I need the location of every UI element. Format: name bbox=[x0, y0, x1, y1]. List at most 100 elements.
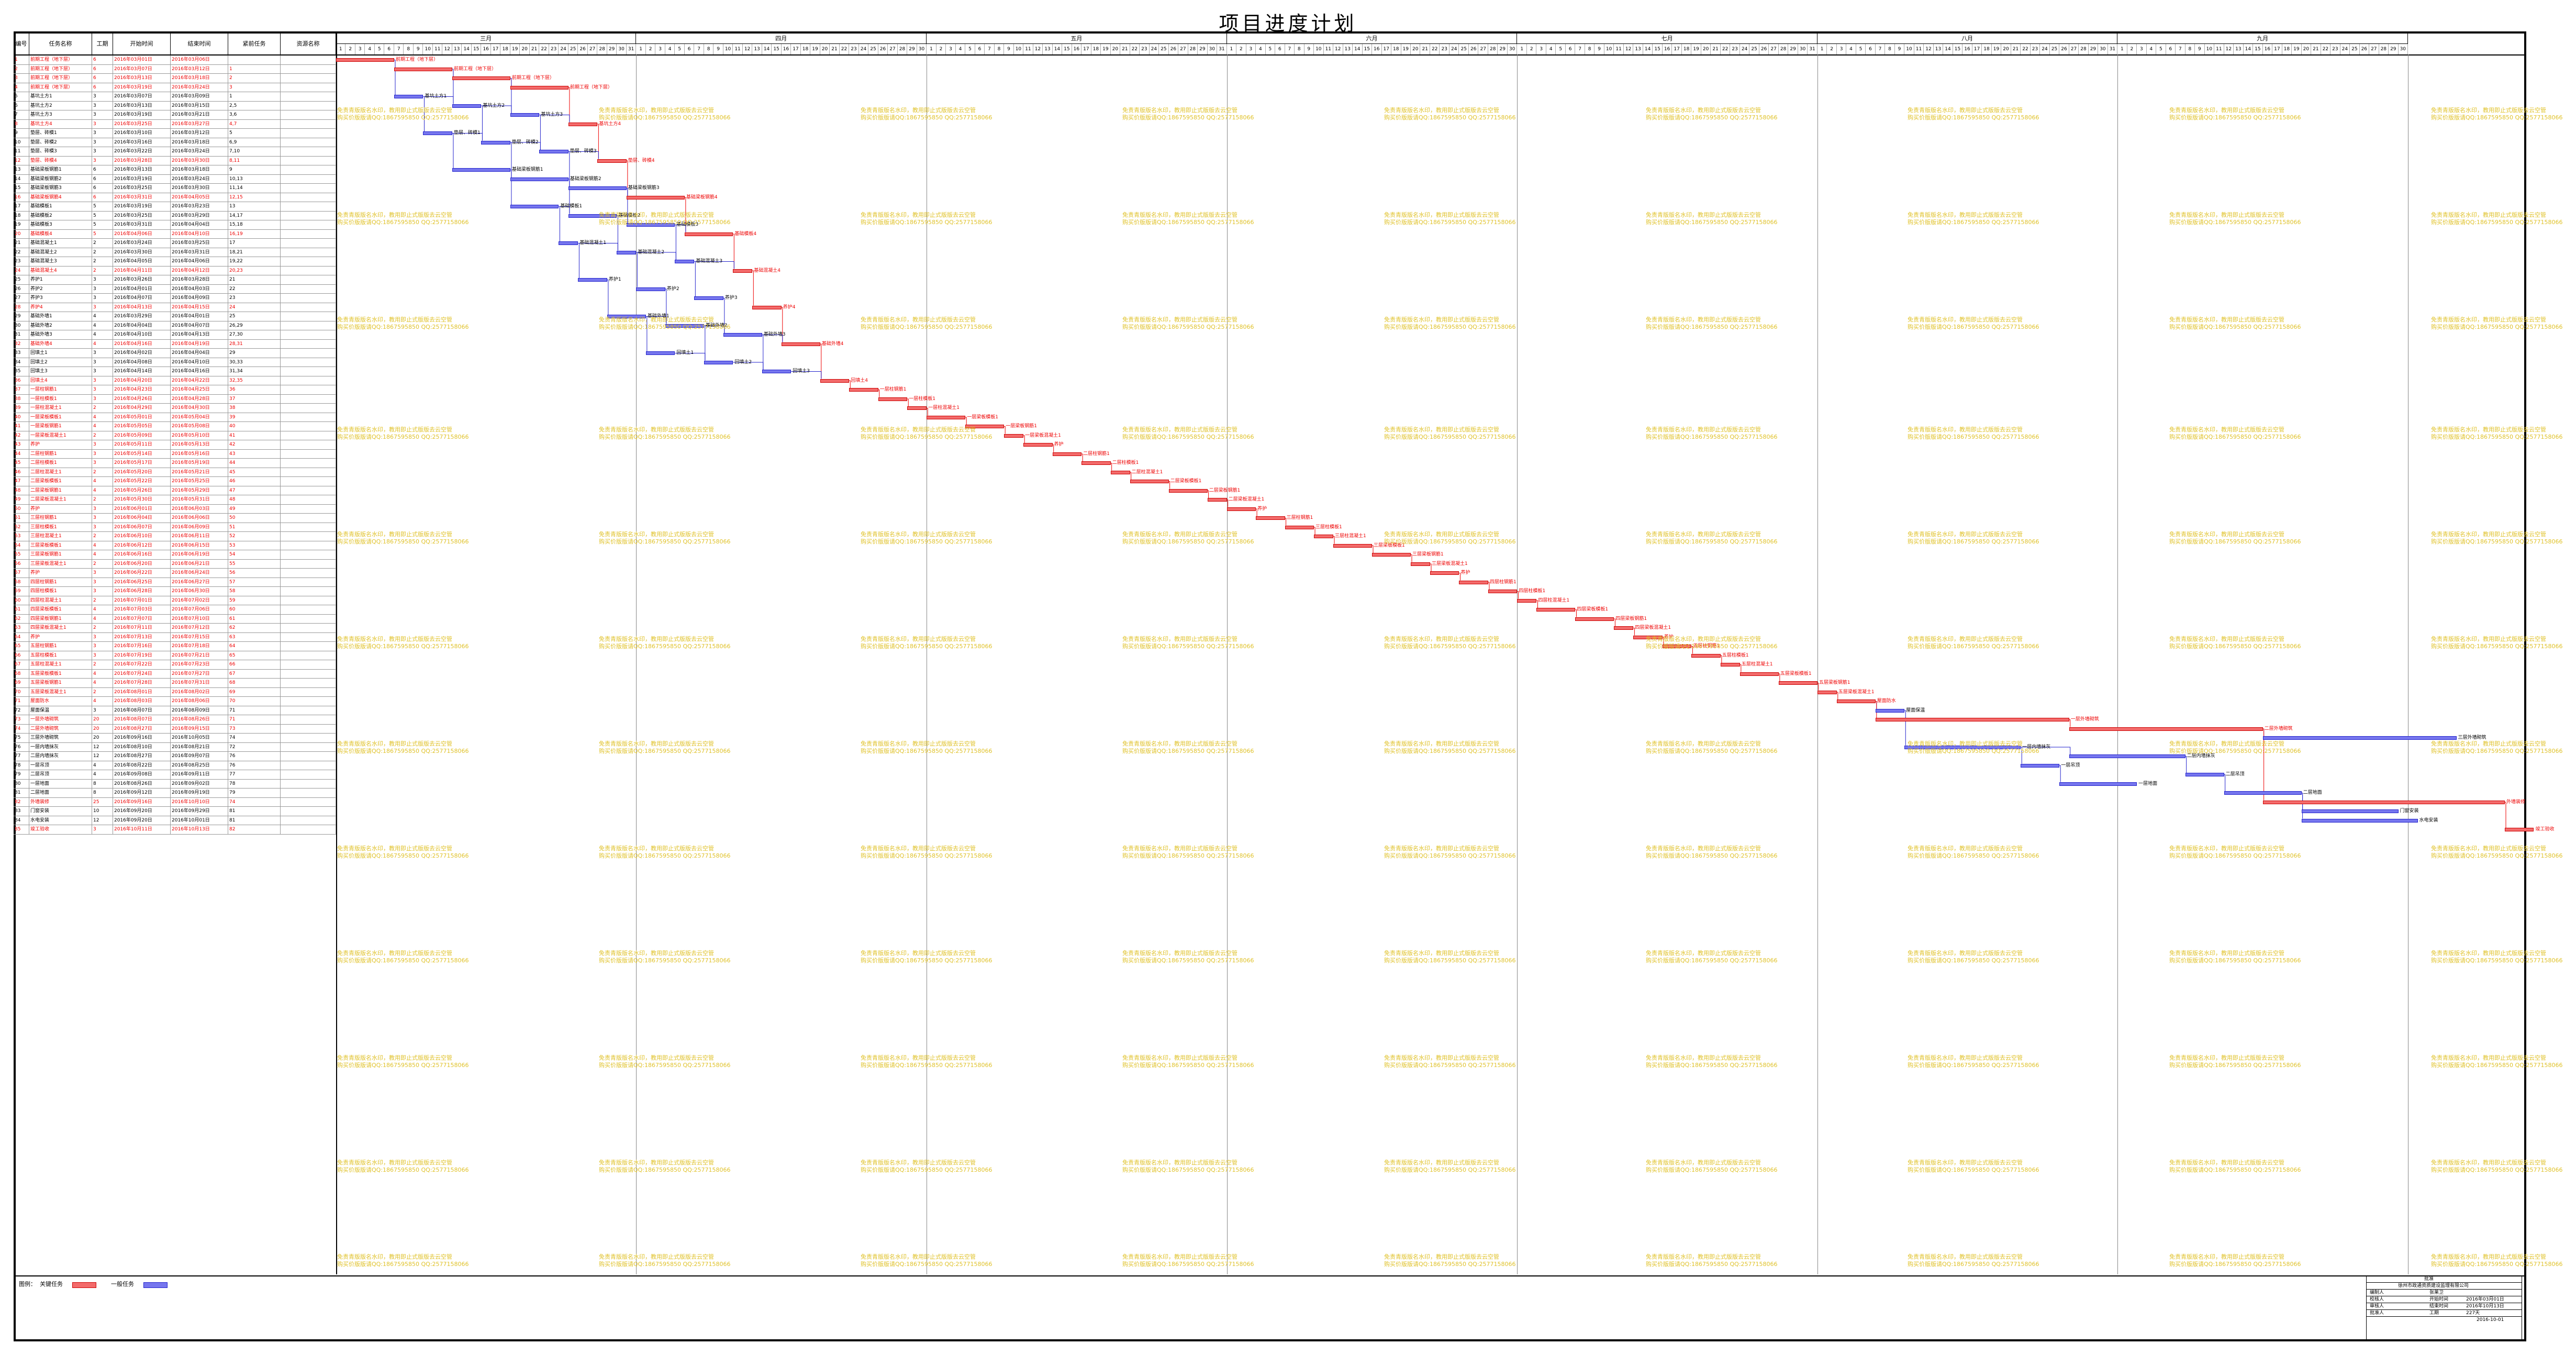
task-bar[interactable] bbox=[965, 425, 1005, 428]
task-bar[interactable] bbox=[2301, 809, 2399, 813]
table-row[interactable]: 14 基础梁板钢筋2 6 2016年03月19日 2016年03月24日 10,13 bbox=[14, 174, 336, 184]
col-header-name[interactable]: 任务名称 bbox=[29, 34, 92, 54]
task-bar[interactable] bbox=[539, 150, 568, 153]
table-row[interactable]: 29 基础外墙1 4 2016年03月29日 2016年04月01日 25 bbox=[14, 312, 336, 321]
table-row[interactable]: 82 外墙装修 25 2016年09月16日 2016年10月10日 74 bbox=[14, 797, 336, 807]
task-bar[interactable] bbox=[675, 260, 695, 263]
table-row[interactable]: 65 五层柱钢筋1 3 2016年07月16日 2016年07月18日 64 bbox=[14, 642, 336, 651]
task-bar[interactable] bbox=[2059, 782, 2137, 786]
task-bar[interactable] bbox=[2185, 773, 2224, 776]
table-row[interactable]: 36 回填土4 3 2016年04月20日 2016年04月22日 32,35 bbox=[14, 376, 336, 385]
table-row[interactable]: 70 五层梁板混凝土1 2 2016年08月01日 2016年08月02日 69 bbox=[14, 687, 336, 697]
table-row[interactable]: 21 基础混凝土1 2 2016年03月24日 2016年03月25日 17 bbox=[14, 239, 336, 248]
task-bar[interactable] bbox=[1004, 434, 1024, 438]
table-row[interactable]: 46 二层柱混凝土1 2 2016年05月20日 2016年05月21日 45 bbox=[14, 468, 336, 477]
table-row[interactable]: 42 一层梁板混凝土1 2 2016年05月09日 2016年05月10日 41 bbox=[14, 431, 336, 440]
task-bar[interactable] bbox=[510, 85, 568, 90]
table-row[interactable]: 33 回填土1 3 2016年04月02日 2016年04月04日 29 bbox=[14, 349, 336, 358]
table-row[interactable]: 24 基础混凝土4 2 2016年04月11日 2016年04月12日 20,23 bbox=[14, 266, 336, 275]
table-row[interactable]: 79 二层吊顶 4 2016年09月08日 2016年09月11日 77 bbox=[14, 770, 336, 780]
table-row[interactable]: 84 水电安装 12 2016年09月20日 2016年10月01日 81 bbox=[14, 816, 336, 825]
task-bar[interactable] bbox=[1081, 461, 1111, 465]
table-row[interactable]: 37 一层柱钢筋1 3 2016年04月23日 2016年04月25日 36 bbox=[14, 385, 336, 395]
table-row[interactable]: 76 一层内墙抹灰 12 2016年08月10日 2016年08月21日 72 bbox=[14, 742, 336, 752]
table-row[interactable]: 59 四层柱模板1 3 2016年06月28日 2016年06月30日 58 bbox=[14, 587, 336, 596]
table-row[interactable]: 52 三层柱模板1 3 2016年06月07日 2016年06月09日 51 bbox=[14, 523, 336, 532]
table-row[interactable]: 74 二层外墙砌筑 20 2016年08月27日 2016年09月15日 73 bbox=[14, 724, 336, 734]
table-row[interactable]: 49 二层梁板混凝土1 2 2016年05月30日 2016年05月31日 48 bbox=[14, 495, 336, 505]
col-header-end[interactable]: 结束时间 bbox=[171, 34, 228, 54]
task-bar[interactable] bbox=[626, 195, 685, 199]
task-bar[interactable] bbox=[1875, 708, 1905, 713]
task-bar[interactable] bbox=[452, 168, 510, 172]
task-bar[interactable] bbox=[1372, 553, 1411, 557]
task-bar[interactable] bbox=[336, 58, 394, 62]
task-bar[interactable] bbox=[607, 315, 646, 318]
table-row[interactable]: 75 三层外墙砌筑 20 2016年09月16日 2016年10月05日 74 bbox=[14, 734, 336, 743]
table-row[interactable]: 69 五层梁板钢筋1 4 2016年07月28日 2016年07月31日 68 bbox=[14, 679, 336, 688]
table-row[interactable]: 72 屋面保温 3 2016年08月07日 2016年08月09日 71 bbox=[14, 706, 336, 715]
table-row[interactable]: 10 垫层、砖模2 3 2016年03月16日 2016年03月18日 6,9 bbox=[14, 138, 336, 147]
task-bar[interactable] bbox=[733, 269, 753, 273]
table-row[interactable]: 23 基础混凝土3 2 2016年04月05日 2016年04月06日 19,22 bbox=[14, 257, 336, 266]
task-bar[interactable] bbox=[1130, 480, 1169, 483]
table-row[interactable]: 18 基础模板2 5 2016年03月25日 2016年03月29日 14,17 bbox=[14, 211, 336, 220]
task-bar[interactable] bbox=[559, 241, 578, 245]
task-bar[interactable] bbox=[723, 333, 762, 337]
table-row[interactable]: 53 三层柱混凝土1 2 2016年06月10日 2016年06月11日 52 bbox=[14, 532, 336, 541]
task-bar[interactable] bbox=[1314, 535, 1334, 538]
task-bar[interactable] bbox=[878, 397, 908, 401]
task-bar[interactable] bbox=[1488, 590, 1518, 593]
task-bar[interactable] bbox=[1517, 598, 1537, 603]
table-row[interactable]: 50 养护 3 2016年06月01日 2016年06月03日 49 bbox=[14, 504, 336, 514]
table-row[interactable]: 58 四层柱钢筋1 3 2016年06月25日 2016年06月27日 57 bbox=[14, 577, 336, 587]
table-row[interactable]: 55 三层梁板钢筋1 4 2016年06月16日 2016年06月19日 54 bbox=[14, 550, 336, 560]
task-bar[interactable] bbox=[452, 76, 510, 80]
table-row[interactable]: 85 竣工验收 3 2016年10月11日 2016年10月13日 82 bbox=[14, 825, 336, 835]
task-bar[interactable] bbox=[1023, 443, 1053, 447]
table-row[interactable]: 31 基础外墙3 4 2016年04月10日 2016年04月13日 27,30 bbox=[14, 330, 336, 340]
table-row[interactable]: 7 基坑土方3 3 2016年03月19日 2016年03月21日 3,6 bbox=[14, 110, 336, 120]
table-row[interactable]: 60 四层柱混凝土1 2 2016年07月01日 2016年07月02日 59 bbox=[14, 596, 336, 605]
task-bar[interactable] bbox=[636, 287, 665, 291]
task-bar[interactable] bbox=[2262, 736, 2457, 740]
task-bar[interactable] bbox=[1110, 470, 1130, 474]
task-bar[interactable] bbox=[617, 250, 637, 254]
table-row[interactable]: 28 养护4 3 2016年04月13日 2016年04月15日 24 bbox=[14, 303, 336, 312]
table-row[interactable]: 5 基坑土方1 3 2016年03月07日 2016年03月09日 1 bbox=[14, 92, 336, 102]
task-bar[interactable] bbox=[1285, 525, 1314, 529]
task-bar[interactable] bbox=[481, 140, 510, 145]
table-row[interactable]: 11 垫层、砖模3 3 2016年03月22日 2016年03月24日 7,10 bbox=[14, 147, 336, 157]
table-row[interactable]: 19 基础模板3 5 2016年03月31日 2016年04月04日 15,18 bbox=[14, 220, 336, 230]
task-bar[interactable] bbox=[1411, 562, 1430, 566]
table-row[interactable]: 56 三层梁板混凝土1 2 2016年06月20日 2016年06月21日 55 bbox=[14, 559, 336, 569]
table-row[interactable]: 64 养护 3 2016年07月13日 2016年07月15日 63 bbox=[14, 632, 336, 642]
task-bar[interactable] bbox=[1836, 699, 1876, 703]
table-row[interactable]: 6 基坑土方2 3 2016年03月13日 2016年03月15日 2,5 bbox=[14, 101, 336, 110]
table-row[interactable]: 9 垫层、砖模1 3 2016年03月10日 2016年03月12日 5 bbox=[14, 129, 336, 138]
task-bar[interactable] bbox=[578, 278, 607, 282]
table-row[interactable]: 41 一层梁板钢筋1 4 2016年05月05日 2016年05月08日 40 bbox=[14, 422, 336, 431]
table-row[interactable]: 13 基础梁板钢筋1 6 2016年03月13日 2016年03月18日 9 bbox=[14, 165, 336, 175]
task-bar[interactable] bbox=[568, 214, 617, 218]
task-bar[interactable] bbox=[1691, 653, 1721, 658]
task-bar[interactable] bbox=[1875, 718, 2069, 721]
task-bar[interactable] bbox=[1168, 488, 1208, 493]
table-row[interactable]: 66 五层柱模板1 3 2016年07月19日 2016年07月21日 65 bbox=[14, 651, 336, 660]
table-row[interactable]: 35 回填土3 3 2016年04月14日 2016年04月16日 31,34 bbox=[14, 367, 336, 376]
table-row[interactable]: 77 二层内墙抹灰 12 2016年08月27日 2016年09月07日 76 bbox=[14, 752, 336, 761]
task-bar[interactable] bbox=[423, 131, 452, 135]
table-row[interactable]: 51 三层柱钢筋1 3 2016年06月04日 2016年06月06日 50 bbox=[14, 514, 336, 523]
task-bar[interactable] bbox=[2069, 727, 2263, 731]
table-row[interactable]: 39 一层柱混凝土1 2 2016年04月29日 2016年04月30日 38 bbox=[14, 404, 336, 413]
task-bar[interactable] bbox=[568, 122, 598, 126]
task-bar[interactable] bbox=[394, 95, 423, 98]
table-row[interactable]: 3 前期工程（地下层） 6 2016年03月13日 2016年03月18日 2 bbox=[14, 74, 336, 83]
task-bar[interactable] bbox=[665, 324, 704, 328]
task-bar[interactable] bbox=[1739, 672, 1779, 676]
task-bar[interactable] bbox=[1207, 498, 1227, 502]
task-bar[interactable] bbox=[2224, 791, 2302, 795]
task-bar[interactable] bbox=[1575, 617, 1614, 621]
table-row[interactable]: 68 五层梁板模板1 4 2016年07月24日 2016年07月27日 67 bbox=[14, 669, 336, 679]
col-header-id[interactable]: 编号 bbox=[14, 34, 29, 54]
